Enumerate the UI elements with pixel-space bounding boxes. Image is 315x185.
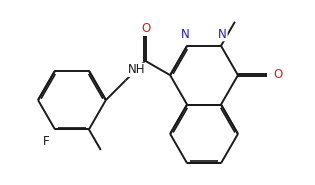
Text: O: O (141, 22, 151, 35)
Text: O: O (273, 68, 282, 81)
Text: NH: NH (128, 63, 146, 76)
Text: F: F (43, 134, 50, 147)
Text: N: N (218, 28, 227, 41)
Text: N: N (181, 28, 190, 41)
